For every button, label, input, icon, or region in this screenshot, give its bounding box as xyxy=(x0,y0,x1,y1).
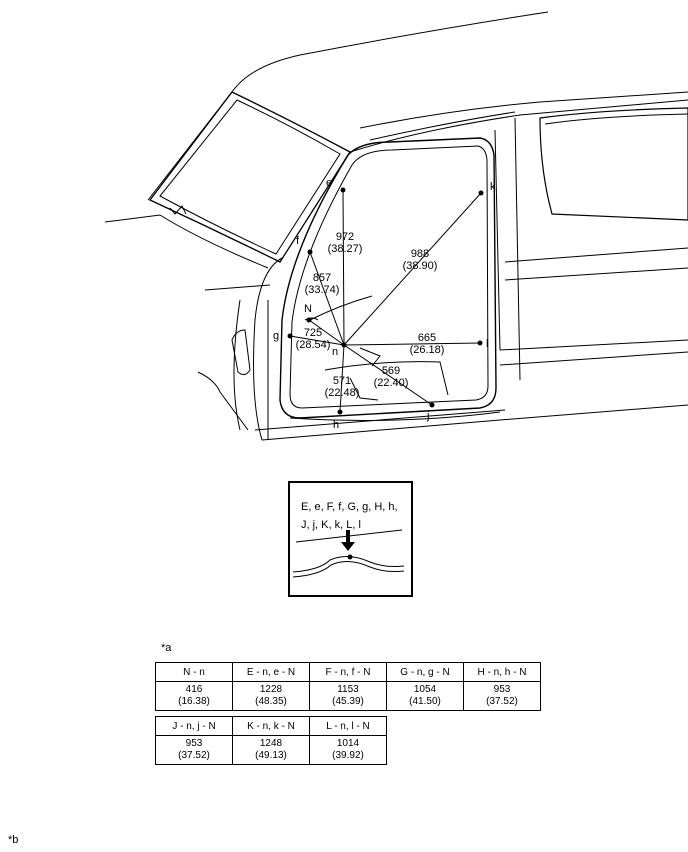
detail-inset: E, e, F, f, G, g, H, h, J, j, K, k, L, l xyxy=(288,481,413,597)
dim-665-in: (26.18) xyxy=(410,344,445,356)
door-opening xyxy=(279,137,497,419)
cell-in: (37.52) xyxy=(178,750,210,761)
table-header-row: J - n, j - N K - n, k - N L - n, l - N xyxy=(155,716,387,736)
dim-972-in: (38.27) xyxy=(328,243,363,255)
table-header-row: N - n E - n, e - N F - n, f - N G - n, g… xyxy=(155,662,541,682)
line-857 xyxy=(309,251,345,346)
dim-571-mm: 571 xyxy=(333,375,351,387)
line-571 xyxy=(339,344,345,413)
table-header-cell: K - n, k - N xyxy=(232,716,310,736)
table-row: 953 (37.52) 1248 (49.13) 1014 (39.92) xyxy=(155,735,387,765)
cell-mm: 1153 xyxy=(337,684,359,695)
dim-988-mm: 988 xyxy=(411,248,429,260)
arrow-down-icon xyxy=(341,542,355,551)
label-f: f xyxy=(296,235,300,247)
table-header-cell: E - n, e - N xyxy=(232,662,310,682)
table-header-cell: G - n, g - N xyxy=(386,662,464,682)
table-cell: 416 (16.38) xyxy=(155,681,233,711)
cell-in: (16.38) xyxy=(178,696,210,707)
roof-outline xyxy=(147,11,549,201)
label-g: g xyxy=(273,330,279,342)
table-header-cell: F - n, f - N xyxy=(309,662,387,682)
table-cell: 1014 (39.92) xyxy=(309,735,387,765)
inset-line-2: J, j, K, k, L, l xyxy=(301,519,361,531)
table-cell: 1228 (48.35) xyxy=(232,681,310,711)
table-header-cell: H - n, h - N xyxy=(463,662,541,682)
label-e: e xyxy=(326,177,332,189)
cell-mm: 953 xyxy=(493,684,511,695)
cell-in: (48.35) xyxy=(255,696,287,707)
cell-in: (39.92) xyxy=(332,750,364,761)
cell-mm: 1014 xyxy=(336,738,360,749)
table-row: 416 (16.38) 1228 (48.35) 1153 (45.39) 1054(… xyxy=(155,681,541,711)
windshield-glass xyxy=(159,99,341,255)
line-988 xyxy=(343,192,482,346)
windshield-frame xyxy=(148,91,351,263)
dimension-table-1: N - n E - n, e - N F - n, f - N G - n, g… xyxy=(155,662,541,711)
label-l: l xyxy=(486,338,488,350)
note-a: *a xyxy=(161,642,172,654)
dim-569-in: (22.40) xyxy=(374,377,409,389)
label-h: h xyxy=(333,419,339,431)
measurement-points xyxy=(287,187,484,415)
line-665 xyxy=(343,342,481,346)
line-569 xyxy=(343,344,433,406)
label-k: k xyxy=(490,181,496,193)
line-725 xyxy=(289,335,345,346)
table-cell: 1054 (41.50) xyxy=(386,681,464,711)
label-j: j xyxy=(426,410,429,422)
cell-in: (41.50) xyxy=(409,696,441,707)
dim-571-in: (22.48) xyxy=(325,387,360,399)
label-N: N xyxy=(304,303,312,315)
cell-in: (45.39) xyxy=(332,696,364,707)
table-header-cell: N - n xyxy=(155,662,233,682)
dim-725-in: (28.54) xyxy=(296,339,331,351)
cell-in: (49.13) xyxy=(255,750,287,761)
line-972 xyxy=(342,189,345,346)
dim-972-mm: 972 xyxy=(336,231,354,243)
cell-mm: 1248 xyxy=(259,738,283,749)
table-cell: 1153 (45.39) xyxy=(309,681,387,711)
cell-mm: 953 xyxy=(185,738,203,749)
table-header-cell: L - n, l - N xyxy=(309,716,387,736)
dim-569-mm: 569 xyxy=(382,365,400,377)
cell-mm: 416 xyxy=(185,684,203,695)
dim-857-mm: 857 xyxy=(313,272,331,284)
cell-mm: 1054 xyxy=(413,684,437,695)
table-header-cell: J - n, j - N xyxy=(155,716,233,736)
dim-988-in: (38.90) xyxy=(403,260,438,272)
inset-line-1: E, e, F, f, G, g, H, h, xyxy=(301,501,398,513)
table-cell: 1248 (49.13) xyxy=(232,735,310,765)
dim-665-mm: 665 xyxy=(418,332,436,344)
dim-857-in: (33.74) xyxy=(305,284,340,296)
note-b: *b xyxy=(8,834,19,846)
table-cell: 953 (37.52) xyxy=(155,735,233,765)
cell-mm: 1228 xyxy=(259,684,283,695)
table-cell: 953 (37.52) xyxy=(463,681,541,711)
dim-725-mm: 725 xyxy=(304,327,322,339)
cell-in: (37.52) xyxy=(486,696,518,707)
label-n: n xyxy=(332,346,338,358)
dimension-table-2: J - n, j - N K - n, k - N L - n, l - N 9… xyxy=(155,716,387,765)
